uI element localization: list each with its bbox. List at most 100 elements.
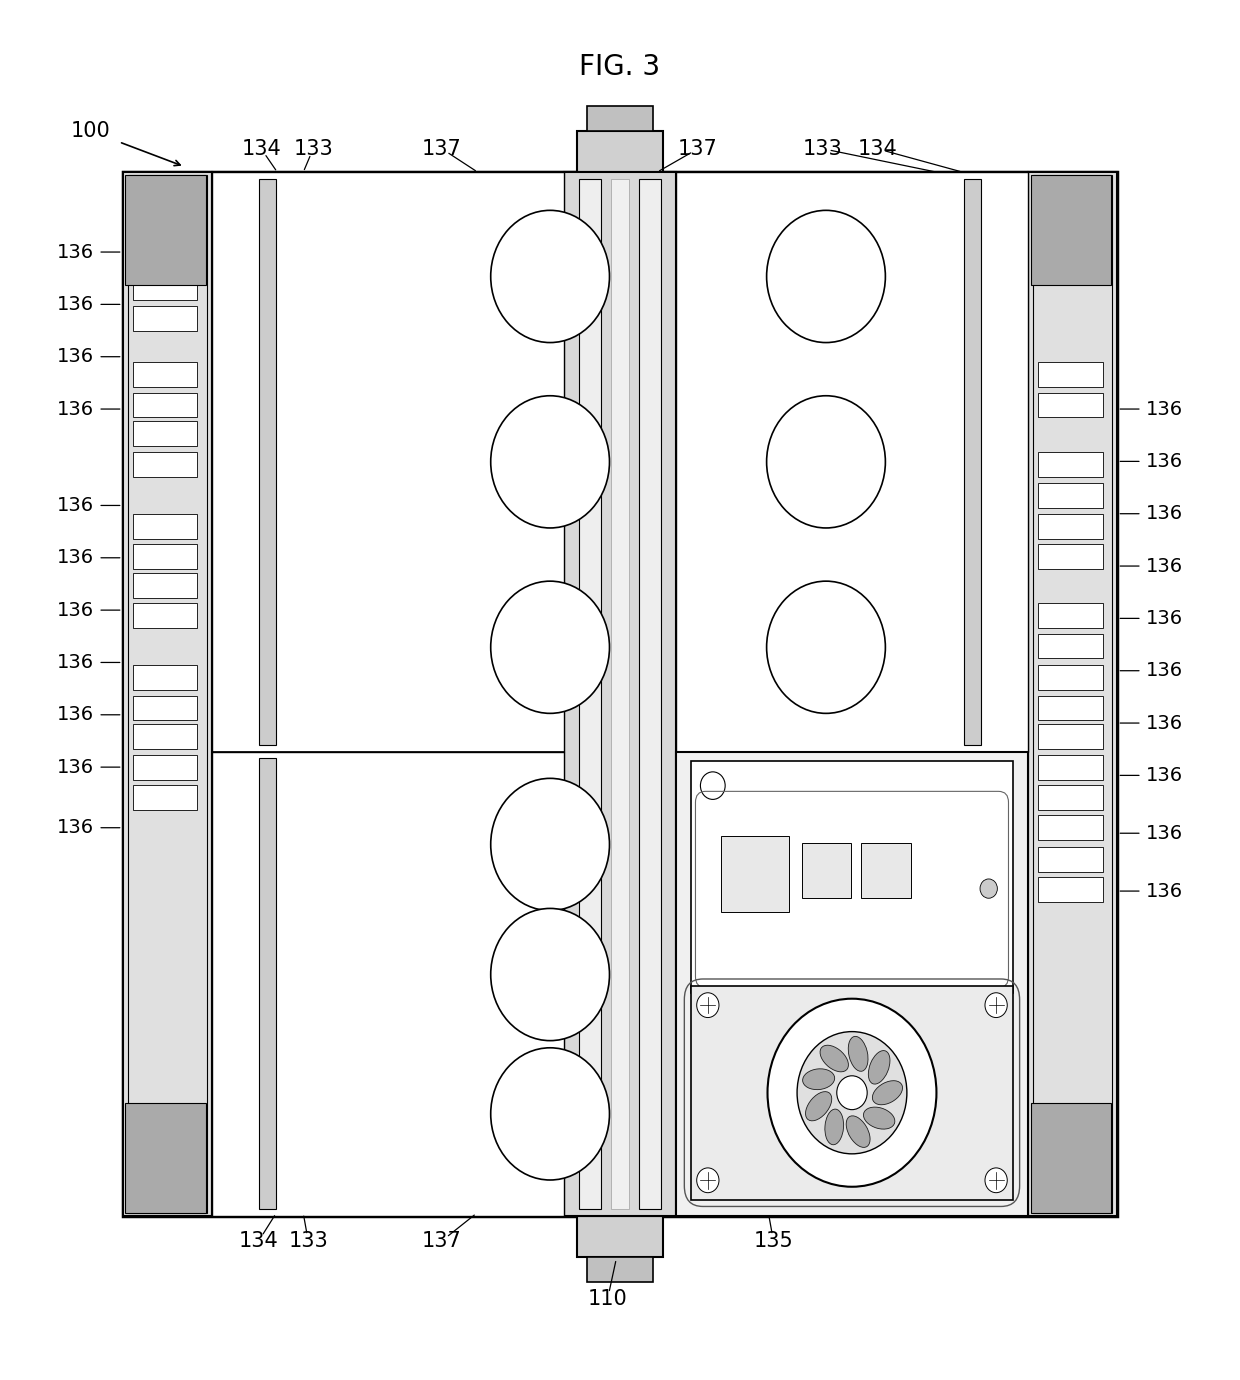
Bar: [1038, 755, 1102, 780]
Circle shape: [766, 210, 885, 342]
Text: 136: 136: [57, 600, 94, 620]
Ellipse shape: [806, 1092, 832, 1121]
Bar: [1038, 483, 1102, 508]
Bar: [1038, 603, 1102, 628]
Text: 136: 136: [57, 705, 94, 725]
Text: 135: 135: [754, 1231, 794, 1250]
Text: 136: 136: [1146, 824, 1183, 843]
Text: 137: 137: [422, 139, 461, 159]
Bar: [1038, 785, 1102, 810]
Bar: [212, 752, 564, 1216]
Circle shape: [697, 992, 719, 1017]
Ellipse shape: [846, 1116, 870, 1147]
Bar: [1038, 724, 1102, 749]
Bar: [125, 175, 206, 286]
Bar: [133, 513, 197, 538]
Bar: [133, 392, 197, 417]
Text: 137: 137: [422, 1231, 461, 1250]
Bar: [691, 760, 1013, 994]
Bar: [1038, 392, 1102, 417]
Text: 133: 133: [294, 139, 334, 159]
Bar: [577, 1216, 663, 1257]
Text: 136: 136: [1146, 556, 1183, 575]
Text: 136: 136: [1146, 609, 1183, 628]
Bar: [1038, 214, 1102, 239]
Circle shape: [491, 778, 610, 911]
Bar: [133, 696, 197, 720]
Text: 136: 136: [57, 400, 94, 418]
Circle shape: [766, 396, 885, 529]
Ellipse shape: [825, 1110, 843, 1145]
Bar: [1038, 244, 1102, 269]
Text: 136: 136: [1146, 766, 1183, 785]
Bar: [1038, 362, 1102, 386]
Bar: [676, 752, 1028, 1216]
Text: 136: 136: [57, 243, 94, 262]
Bar: [691, 985, 1013, 1199]
Text: 136: 136: [1146, 882, 1183, 901]
Ellipse shape: [820, 1045, 848, 1072]
Bar: [133, 451, 197, 476]
Text: 136: 136: [1146, 451, 1183, 471]
Bar: [1038, 847, 1102, 872]
Bar: [123, 172, 1117, 1216]
Text: 133: 133: [804, 139, 843, 159]
Bar: [676, 172, 1028, 752]
Text: 136: 136: [57, 758, 94, 777]
Bar: [123, 172, 212, 1216]
Bar: [133, 362, 197, 386]
Bar: [564, 172, 676, 1216]
Circle shape: [697, 1167, 719, 1192]
Bar: [133, 276, 197, 301]
Circle shape: [491, 396, 610, 529]
Text: 110: 110: [588, 1289, 627, 1308]
Bar: [133, 603, 197, 628]
Circle shape: [491, 908, 610, 1041]
Bar: [577, 131, 663, 172]
Circle shape: [766, 581, 885, 713]
Circle shape: [491, 1047, 610, 1180]
Text: 134: 134: [239, 1231, 279, 1250]
Bar: [587, 1257, 653, 1282]
Text: 136: 136: [1146, 400, 1183, 418]
Bar: [1038, 816, 1102, 840]
Bar: [802, 843, 852, 898]
Ellipse shape: [873, 1081, 903, 1105]
Bar: [133, 573, 197, 598]
Bar: [1028, 172, 1117, 1216]
Bar: [587, 106, 653, 131]
Text: 133: 133: [289, 1231, 329, 1250]
Text: 100: 100: [71, 121, 110, 141]
Bar: [133, 244, 197, 269]
Bar: [1030, 175, 1111, 286]
Ellipse shape: [848, 1036, 868, 1071]
Bar: [1038, 451, 1102, 476]
Bar: [133, 785, 197, 810]
Bar: [133, 755, 197, 780]
Circle shape: [768, 999, 936, 1187]
Ellipse shape: [863, 1107, 895, 1129]
Bar: [1038, 544, 1102, 569]
Circle shape: [491, 210, 610, 342]
Bar: [133, 544, 197, 569]
Bar: [579, 179, 601, 1209]
Bar: [212, 172, 564, 752]
Bar: [133, 306, 197, 331]
Bar: [259, 179, 277, 745]
Text: 136: 136: [57, 495, 94, 515]
Circle shape: [701, 771, 725, 799]
Bar: [862, 843, 910, 898]
Circle shape: [985, 1167, 1007, 1192]
Bar: [259, 759, 277, 1209]
Bar: [722, 836, 790, 912]
Circle shape: [985, 992, 1007, 1017]
Text: 137: 137: [678, 139, 718, 159]
Text: 136: 136: [1146, 713, 1183, 733]
Bar: [125, 1103, 206, 1213]
Text: 136: 136: [57, 295, 94, 313]
Text: 136: 136: [57, 548, 94, 567]
Circle shape: [980, 879, 997, 898]
Text: 136: 136: [1146, 661, 1183, 680]
Text: 134: 134: [858, 139, 898, 159]
Bar: [133, 421, 197, 446]
